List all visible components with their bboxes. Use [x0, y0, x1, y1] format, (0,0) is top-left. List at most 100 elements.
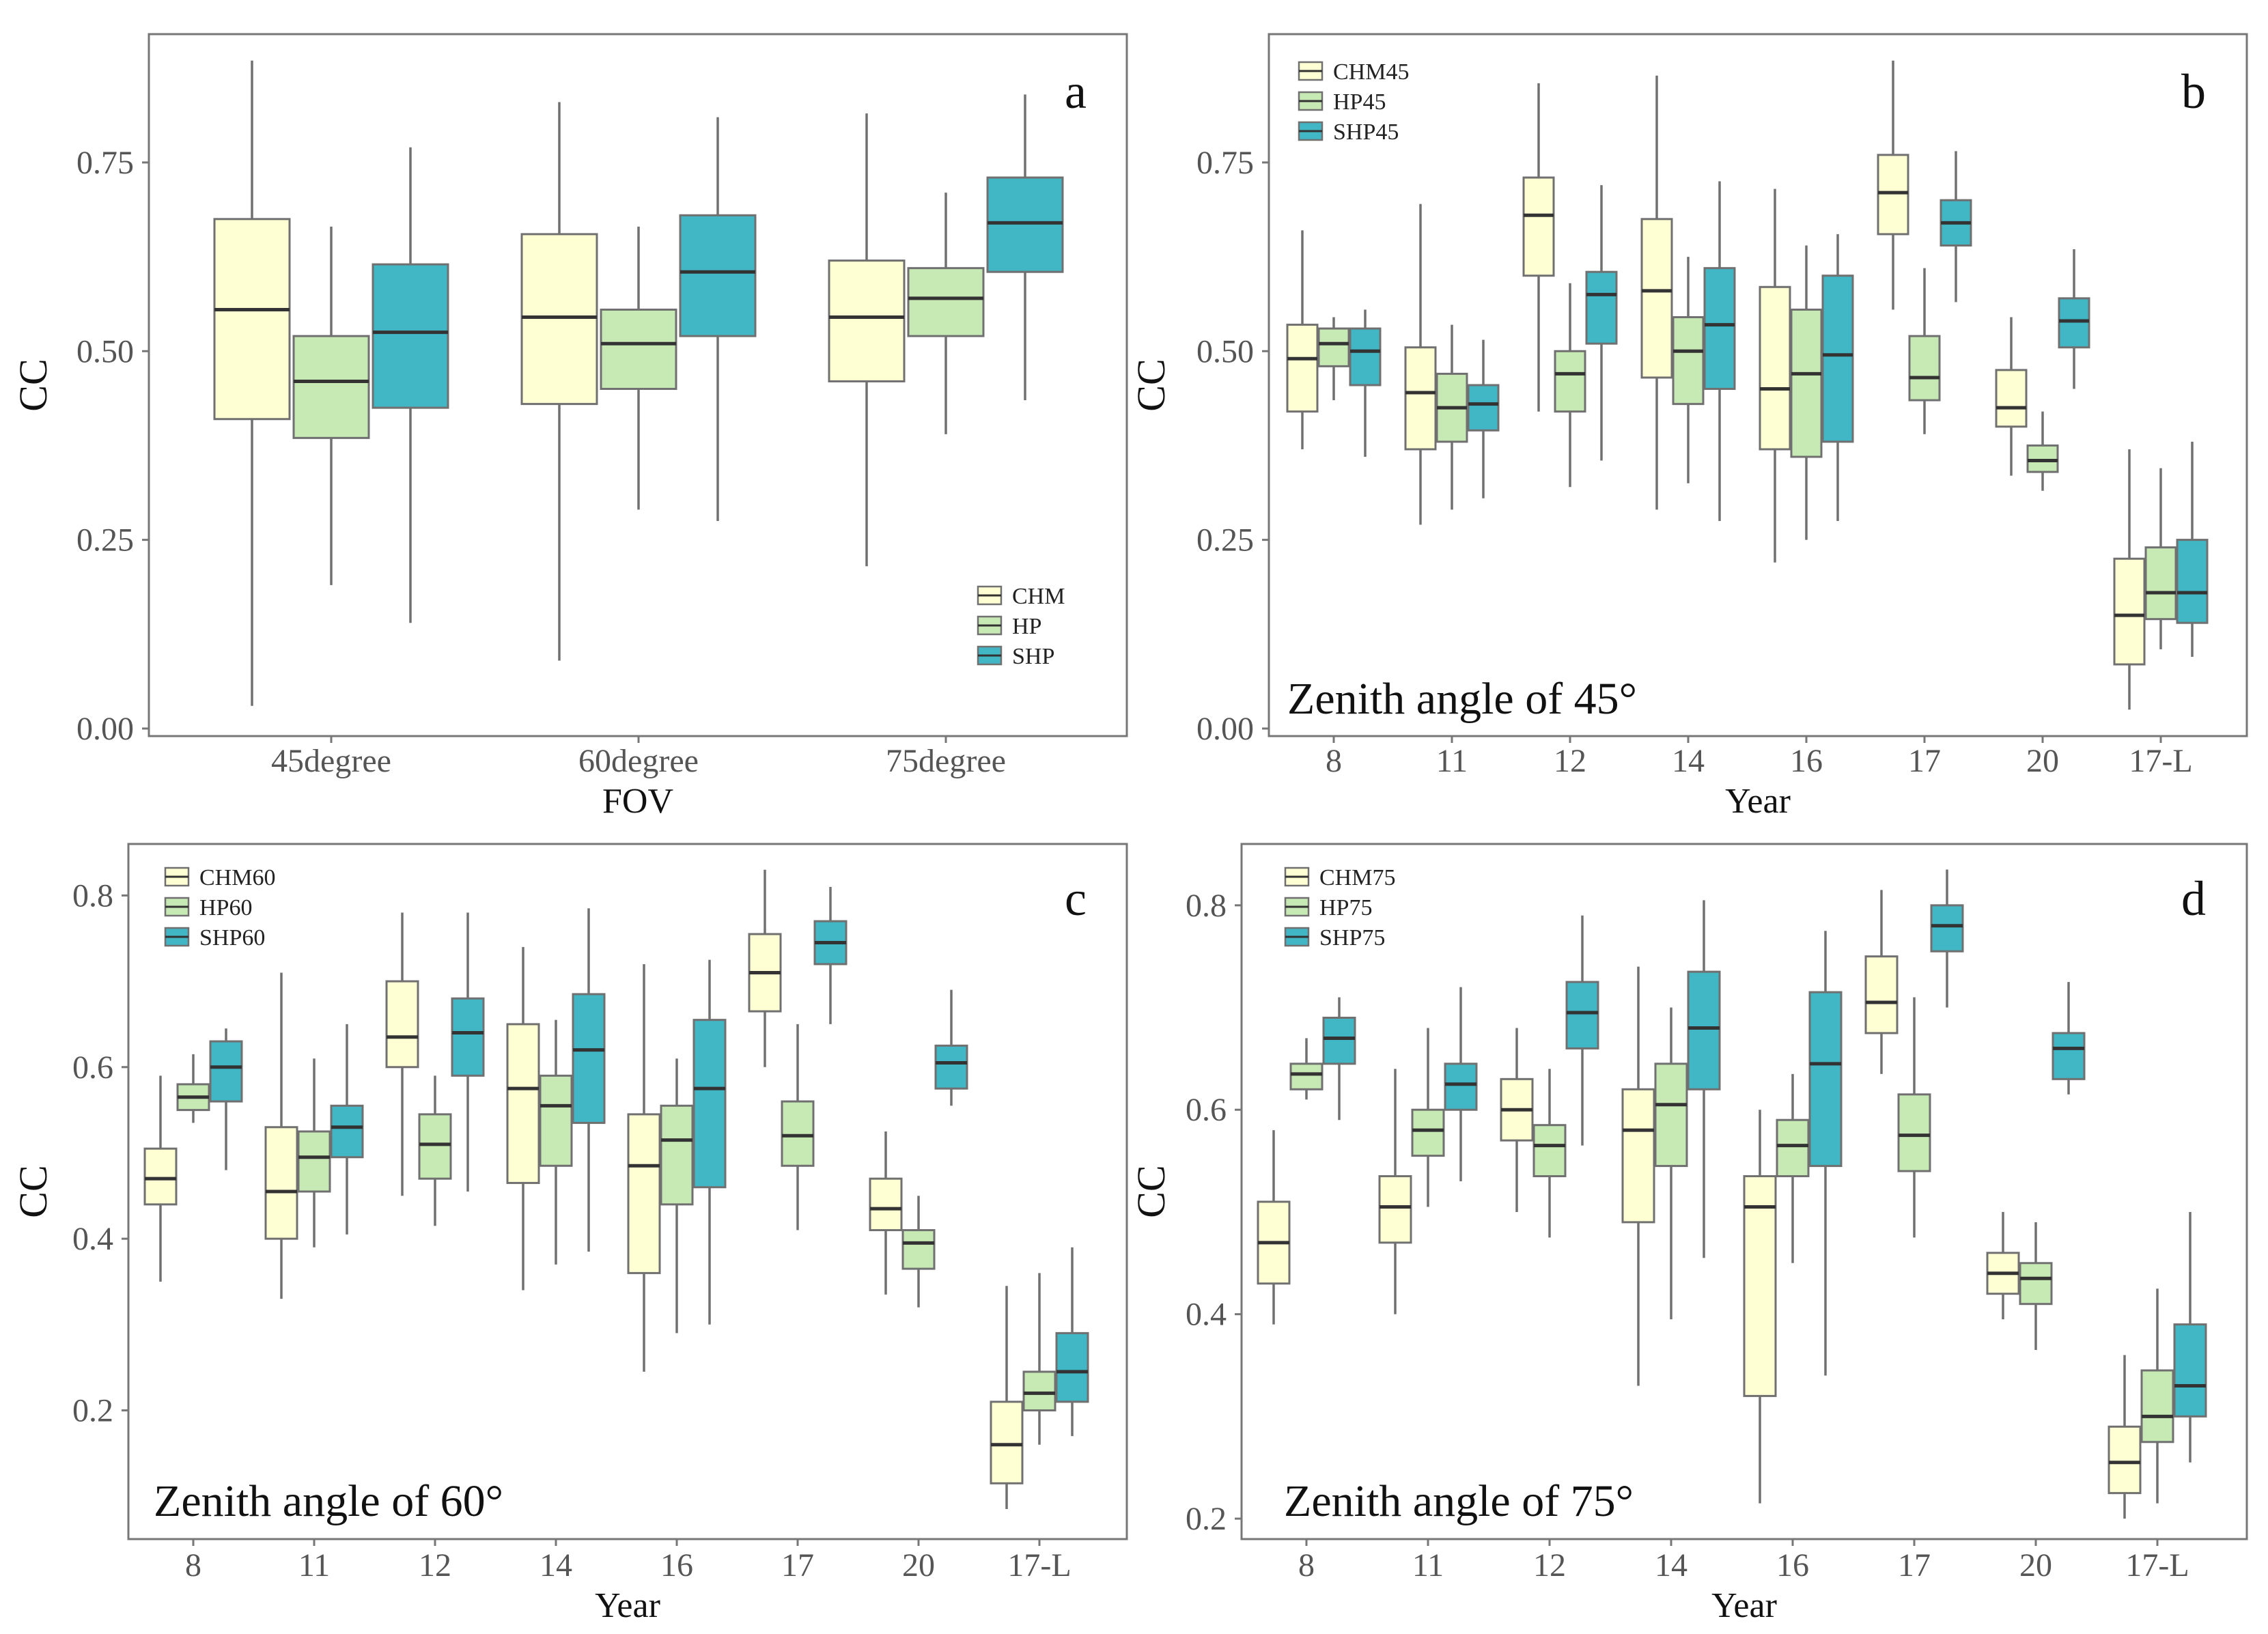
box-HP45-8: [1317, 317, 1350, 401]
box-SHP75-11: [1444, 987, 1478, 1182]
box-CHM45-20: [1995, 317, 2028, 476]
zenith-annotation: Zenith angle of 75°: [1284, 1476, 1634, 1526]
x-tick-label: 14: [540, 1547, 572, 1583]
box-body: [1995, 369, 2028, 428]
y-tick-label: 0.4: [72, 1221, 113, 1257]
box-CHM45-11: [1404, 203, 1437, 525]
box-body: [2113, 557, 2146, 666]
legend-label: HP45: [1333, 89, 1386, 115]
legend-item: SHP60: [164, 925, 265, 950]
x-tick-label: 12: [1533, 1547, 1566, 1583]
box-CHM45-17-L: [2113, 449, 2146, 710]
panel-c: 0.2 0.4 0.6 0.8 8 11 12 14 16 17 20 17-L Year CC c Zeni…: [11, 843, 1128, 1625]
legend-item: SHP: [977, 644, 1054, 669]
box-CHM-75degree: [828, 113, 906, 567]
box-body: [1585, 270, 1618, 345]
box-SHP60-17-L: [1055, 1247, 1089, 1437]
box-body: [213, 218, 291, 421]
box-SHP45-8: [1349, 309, 1382, 457]
box-body: [1522, 176, 1555, 277]
series-CHM45: [1286, 60, 2146, 710]
box-SHP75-12: [1565, 915, 1599, 1146]
y-axis-title: CC: [1129, 358, 1173, 411]
box-body: [2026, 444, 2059, 473]
y-tick-label: 0.25: [1196, 522, 1254, 559]
legend-item: HP45: [1298, 89, 1386, 115]
box-HP45-17-L: [2144, 468, 2177, 649]
x-tick-label: 17-L: [2129, 743, 2192, 779]
box-body: [451, 997, 485, 1077]
box-body: [539, 1074, 573, 1167]
box-CHM45-12: [1522, 83, 1555, 412]
box-body: [520, 233, 598, 406]
series-CHM75: [1257, 890, 2142, 1519]
box-body: [1687, 970, 1721, 1090]
box-body: [1776, 1118, 1810, 1178]
box-SHP75-14: [1687, 900, 1721, 1258]
legend-item: CHM45: [1298, 59, 1409, 85]
legend-label: CHM60: [199, 865, 275, 890]
x-tick-label: 11: [1436, 743, 1468, 779]
box-CHM60-17-L: [990, 1286, 1024, 1510]
x-tick-label: 45degree: [271, 743, 391, 779]
box-HP75-11: [1411, 1028, 1445, 1207]
box-HP45-14: [1672, 257, 1705, 483]
box-body: [1565, 981, 1599, 1050]
series-SHP75: [1322, 869, 2207, 1463]
y-tick-label: 0.25: [76, 522, 134, 559]
y-tick-label: 0.8: [72, 877, 113, 914]
legend-label: CHM45: [1333, 59, 1409, 85]
box-body: [869, 1177, 903, 1232]
box-body: [907, 267, 985, 337]
box-body: [2173, 1323, 2207, 1418]
box-CHM-60degree: [520, 102, 598, 661]
box-HP45-17: [1908, 268, 1941, 434]
box-SHP60-14: [572, 908, 606, 1252]
x-tick-label: 20: [2019, 1547, 2052, 1583]
x-tick-label: 20: [902, 1547, 935, 1583]
box-CHM45-16: [1759, 188, 1791, 563]
box-body: [1444, 1062, 1478, 1111]
box-body: [679, 214, 757, 337]
box-HP60-17-L: [1022, 1273, 1056, 1445]
box-HP60-20: [901, 1196, 936, 1308]
y-axis-title: CC: [1129, 1165, 1173, 1217]
box-body: [2019, 1262, 2053, 1306]
box-HP75-14: [1654, 1007, 1688, 1320]
box-body: [209, 1040, 243, 1103]
y-tick-label: 0.75: [76, 145, 134, 181]
y-tick-label: 0.2: [1186, 1501, 1227, 1537]
x-tick-label: 11: [298, 1547, 330, 1583]
box-CHM75-17: [1864, 890, 1899, 1074]
box-body: [600, 308, 677, 391]
x-tick-label: 14: [1655, 1547, 1688, 1583]
box-CHM60-14: [506, 946, 540, 1291]
box-body: [1930, 904, 1964, 953]
box-body: [2052, 1032, 2086, 1080]
box-HP45-16: [1790, 245, 1823, 540]
series-SHP45: [1349, 151, 2209, 657]
x-tick-label: 8: [1298, 1547, 1315, 1583]
legend-item: CHM: [977, 584, 1065, 609]
legend-label: SHP45: [1333, 119, 1399, 145]
box-SHP75-20: [2052, 982, 2086, 1095]
box-CHM60-8: [143, 1075, 178, 1282]
box-CHM75-8: [1257, 1130, 1291, 1325]
box-SHP45-11: [1467, 339, 1500, 498]
box-HP75-17: [1897, 997, 1931, 1238]
legend-label: HP: [1012, 614, 1041, 639]
box-body: [1672, 316, 1705, 406]
box-HP45-11: [1436, 324, 1468, 510]
box-body: [2140, 1369, 2174, 1443]
box-HP-60degree: [600, 226, 677, 510]
box-HP75-12: [1532, 1069, 1567, 1238]
x-axis-title: Year: [595, 1586, 660, 1625]
box-body: [1864, 955, 1899, 1034]
box-SHP-60degree: [679, 117, 757, 521]
y-tick-label: 0.2: [72, 1392, 113, 1428]
box-CHM75-12: [1500, 1028, 1534, 1212]
box-HP-45degree: [292, 226, 370, 585]
x-tick-label: 11: [1412, 1547, 1444, 1583]
x-axis-title: FOV: [602, 782, 673, 821]
